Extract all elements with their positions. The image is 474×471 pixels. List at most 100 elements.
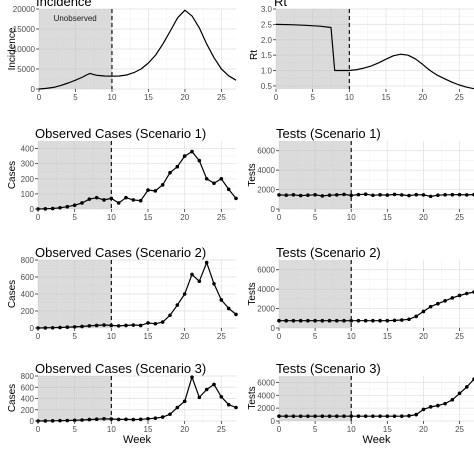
panel-title: Observed Cases (Scenario 3)	[35, 361, 206, 376]
data-point	[277, 193, 281, 197]
data-point	[306, 414, 310, 418]
y-tick-label: 4000	[257, 285, 275, 294]
x-tick-label: 25	[217, 93, 226, 102]
x-tick-label: 5	[72, 213, 77, 222]
y-tick-label: 0	[30, 324, 35, 333]
y-tick-label: 200	[21, 406, 35, 415]
data-point	[182, 292, 187, 296]
y-tick-label: 2.5	[261, 20, 273, 29]
data-point	[204, 260, 209, 265]
x-tick-label: 5	[73, 93, 78, 102]
x-tick-label: 5	[313, 213, 318, 222]
data-point	[116, 201, 121, 205]
data-point	[116, 324, 121, 328]
data-point	[378, 193, 382, 197]
x-tick-label: 10	[347, 213, 356, 222]
x-tick-label: 15	[383, 425, 392, 434]
data-point	[138, 417, 143, 422]
y-tick-label: 3.0	[261, 5, 273, 14]
y-tick-label: 0	[30, 417, 35, 426]
x-tick-label: 5	[313, 332, 318, 341]
data-point	[65, 325, 70, 330]
data-point	[298, 318, 303, 323]
data-point	[50, 206, 55, 211]
data-point	[356, 192, 361, 197]
data-point	[234, 405, 238, 410]
y-axis-label: Cases	[7, 280, 18, 308]
data-point	[334, 193, 339, 197]
y-tick-label: 0	[271, 417, 276, 426]
data-point	[378, 414, 382, 418]
x-tick-label: 25	[455, 93, 464, 102]
data-point	[385, 318, 390, 323]
data-point	[371, 414, 375, 418]
x-tick-label: 25	[217, 425, 226, 434]
data-point	[168, 313, 172, 318]
y-tick-label: 6000	[257, 266, 275, 275]
x-tick-label: 0	[277, 332, 282, 341]
data-point	[124, 195, 128, 200]
data-point	[363, 414, 368, 418]
x-tick-label: 0	[274, 93, 279, 102]
data-point	[291, 193, 296, 197]
y-axis-label: Tests	[247, 163, 258, 186]
y-tick-label: 400	[21, 290, 35, 299]
data-point	[182, 154, 187, 158]
data-point	[153, 189, 158, 193]
data-point	[306, 318, 310, 323]
data-point	[50, 325, 55, 330]
data-point	[320, 318, 325, 323]
data-point	[72, 418, 77, 423]
y-tick-label: 800	[21, 372, 35, 381]
data-point	[234, 312, 238, 317]
data-point	[190, 149, 194, 154]
data-point	[65, 204, 70, 209]
data-point	[342, 192, 346, 197]
data-point	[443, 193, 447, 197]
data-point	[87, 417, 92, 422]
data-point	[138, 323, 143, 328]
data-point	[153, 416, 158, 420]
data-point	[327, 318, 332, 323]
y-tick-label: 2.0	[261, 36, 273, 45]
data-point	[457, 293, 462, 298]
y-tick-label: 2000	[257, 404, 275, 413]
x-tick-label: 25	[455, 425, 464, 434]
x-tick-label: 20	[418, 93, 427, 102]
data-point	[175, 405, 180, 410]
data-point	[219, 395, 224, 399]
x-tick-label: 10	[107, 425, 116, 434]
data-point	[72, 203, 77, 208]
data-point	[457, 192, 462, 197]
data-point	[327, 414, 332, 418]
y-tick-label: 400	[21, 145, 35, 154]
y-tick-label: 800	[21, 256, 35, 265]
data-point	[212, 282, 216, 286]
series-line	[279, 378, 474, 417]
x-axis-label: Week	[123, 434, 151, 446]
data-point	[320, 414, 325, 418]
x-tick-label: 15	[144, 332, 153, 341]
data-point	[160, 183, 165, 187]
y-tick-label: 2000	[257, 305, 275, 314]
data-point	[226, 187, 231, 192]
x-tick-label: 5	[313, 425, 318, 434]
series-line	[279, 291, 474, 322]
y-tick-label: 0	[271, 205, 276, 214]
data-point	[399, 193, 404, 197]
data-point	[399, 318, 404, 322]
data-point	[414, 314, 419, 319]
data-point	[277, 318, 281, 323]
data-point	[175, 164, 180, 169]
data-point	[87, 197, 92, 201]
y-tick-label: 300	[21, 160, 35, 169]
data-point	[349, 318, 354, 323]
data-point	[436, 403, 440, 408]
x-tick-label: 0	[36, 425, 41, 434]
data-point	[313, 318, 317, 323]
data-point	[197, 279, 202, 284]
y-axis-label: Cases	[7, 384, 18, 412]
